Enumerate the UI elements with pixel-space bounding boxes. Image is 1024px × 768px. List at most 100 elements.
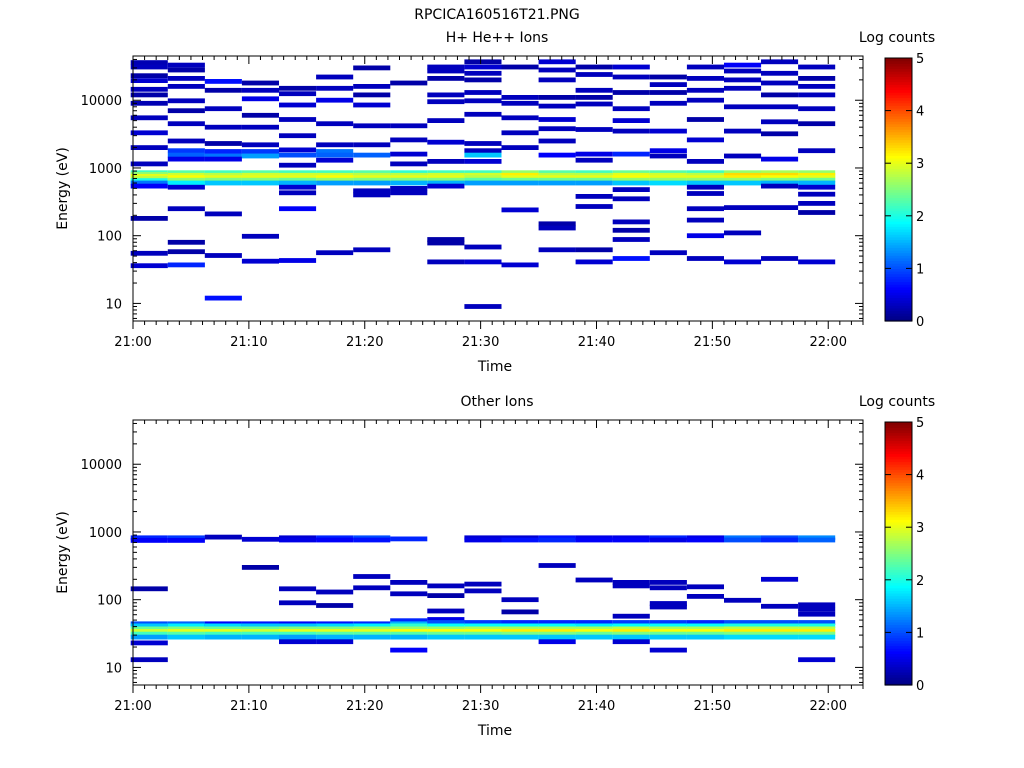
- heatmap-cell: [427, 170, 465, 176]
- heatmap-cell: [798, 634, 836, 640]
- heatmap-cell: [686, 159, 724, 164]
- heatmap-cell: [724, 170, 762, 176]
- heatmap-cell: [464, 175, 502, 180]
- heatmap-cell: [167, 262, 205, 268]
- heatmap-cell: [538, 180, 576, 186]
- heatmap-cell: [724, 537, 762, 543]
- heatmap-cell: [649, 177, 687, 183]
- heatmap-cell: [724, 597, 762, 603]
- heatmap-cell: [798, 76, 836, 81]
- heatmap-cell: [241, 177, 279, 183]
- heatmap-cell: [464, 537, 502, 543]
- heatmap-cell: [316, 250, 354, 256]
- colorbar-segment: [885, 653, 912, 657]
- colorbar-segment: [885, 679, 912, 683]
- heatmap-cell: [464, 64, 502, 70]
- heatmap-cell: [167, 108, 205, 114]
- colorbar-segment: [885, 79, 912, 83]
- heatmap-cell: [167, 67, 205, 73]
- colorbar-tick-label: 0: [916, 315, 924, 330]
- heatmap-cell: [575, 634, 613, 640]
- heatmap-cell: [279, 631, 317, 637]
- heatmap-cell: [390, 161, 428, 167]
- heatmap-cell: [612, 170, 650, 176]
- heatmap-cell: [612, 634, 650, 640]
- colorbar-segment: [885, 579, 912, 584]
- heatmap-cell: [353, 180, 391, 186]
- colorbar-segment: [885, 566, 912, 570]
- colorbar-segment: [885, 635, 912, 639]
- heatmap-cell: [724, 620, 762, 625]
- colorbar-segment: [885, 432, 912, 436]
- heatmap-cell: [724, 205, 762, 210]
- heatmap-cell: [167, 170, 205, 176]
- x-tick-label: 21:00: [114, 335, 151, 350]
- colorbar-segment: [885, 152, 912, 156]
- heatmap-cell: [686, 177, 724, 183]
- colorbar-segment: [885, 205, 912, 209]
- heatmap-cell: [390, 629, 428, 634]
- heatmap-cell: [167, 634, 205, 640]
- heatmap-cell: [501, 623, 539, 629]
- colorbar-segment: [885, 545, 912, 549]
- colorbar-segment: [885, 577, 912, 581]
- heatmap-cell: [241, 233, 279, 239]
- heatmap-cell: [798, 631, 836, 637]
- heatmap-cell: [390, 180, 428, 186]
- heatmap-cell: [761, 623, 799, 629]
- heatmap-cell: [130, 73, 168, 79]
- colorbar-segment: [885, 263, 912, 267]
- heatmap-cell: [649, 170, 687, 176]
- panel-h-he-ions: H+ He++ Ions 21:00 21:10 21:20 21:30 21:40 21…: [55, 30, 935, 375]
- x-tick-label: 22:00: [810, 699, 847, 714]
- heatmap-cell: [575, 170, 613, 176]
- heatmap-cell: [316, 97, 354, 103]
- heatmap-cell: [167, 631, 205, 637]
- heatmap-cell: [316, 626, 354, 632]
- colorbar-tick-label: 3: [916, 157, 924, 172]
- plot-frame: [132, 55, 864, 322]
- heatmap-cell: [427, 259, 465, 265]
- heatmap-cell: [501, 597, 539, 603]
- heatmap-cell: [130, 92, 168, 98]
- heatmap-cell: [798, 657, 836, 663]
- heatmap-cell: [390, 170, 428, 176]
- colorbar-segment: [885, 173, 912, 177]
- colorbar-tick-label: 4: [916, 105, 924, 120]
- heatmap-cell: [612, 118, 650, 123]
- colorbar-segment: [885, 60, 912, 64]
- heatmap-cell: [612, 626, 650, 632]
- heatmap-cell: [241, 634, 279, 640]
- heatmap-cell: [316, 152, 354, 158]
- colorbar-segment: [885, 107, 912, 112]
- x-tick-label: 21:20: [346, 335, 383, 350]
- heatmap-cell: [167, 184, 205, 190]
- heatmap-cell: [575, 127, 613, 132]
- heatmap-cell: [316, 180, 354, 186]
- heatmap-cell: [575, 259, 613, 265]
- heatmap-cell: [612, 196, 650, 202]
- colorbar-segment: [885, 587, 912, 591]
- heatmap-cell: [538, 626, 576, 632]
- colorbar-segment: [885, 527, 912, 531]
- colorbar-segment: [885, 171, 912, 175]
- figure-title: RPCICA160516T21.PNG: [414, 7, 579, 23]
- colorbar-segment: [885, 564, 912, 568]
- heatmap-cell: [390, 647, 428, 653]
- heatmap-cell: [612, 580, 650, 585]
- colorbar-segment: [885, 498, 912, 502]
- heatmap-cell: [464, 59, 502, 65]
- colorbar-segment: [885, 669, 912, 673]
- heatmap-cell: [390, 190, 428, 196]
- colorbar-segment: [885, 542, 912, 547]
- colorbar-segment: [885, 627, 912, 631]
- heatmap-cell: [612, 74, 650, 80]
- heatmap-cell: [279, 177, 317, 183]
- heatmap-cell: [501, 180, 539, 186]
- colorbar-segment: [885, 645, 912, 649]
- heatmap-cell: [761, 80, 799, 86]
- colorbar-segment: [885, 278, 912, 283]
- heatmap-cell: [464, 631, 502, 637]
- colorbar-segment: [885, 234, 912, 238]
